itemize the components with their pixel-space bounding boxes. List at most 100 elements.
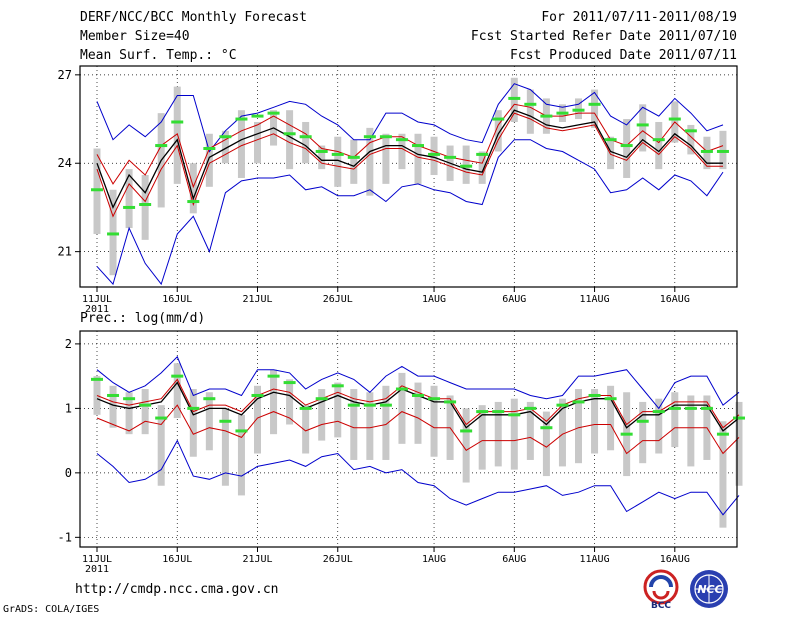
prec-range-box: [510, 398, 518, 470]
temp-range-box: [254, 121, 261, 164]
temp-mean-line: [96, 109, 723, 210]
temp-xtick-label: 16AUG: [660, 294, 690, 305]
temp-range-box: [221, 130, 229, 164]
prec-frame: [79, 330, 738, 548]
prec-xtick-label: 21JUL: [242, 554, 272, 565]
prec-ytick-label: 0: [65, 466, 72, 480]
prec-max-line: [96, 355, 740, 410]
footer-url[interactable]: http://cmdp.ncc.cma.gov.cn: [75, 582, 279, 597]
prec-range-box: [478, 405, 486, 470]
temp-xtick-label: 16JUL: [162, 294, 192, 305]
temp-range-box: [286, 110, 294, 170]
prec-xtick-label: 6AUG: [502, 554, 526, 565]
prec-range-box: [542, 411, 550, 477]
prec-xtick-label: 26JUL: [323, 554, 353, 565]
start-date: Fcst Started Refer Date 2011/07/10: [470, 29, 737, 44]
prec-range-box: [607, 385, 615, 451]
ncc-logo-text: NCC: [697, 583, 722, 596]
temp-upper-line: [96, 103, 724, 189]
prec-range-box: [591, 389, 599, 454]
prec-range-box: [639, 401, 647, 464]
temp-range-box: [302, 121, 310, 164]
forecast-period: For 2011/07/11-2011/08/19: [541, 10, 737, 25]
temp-range-box: [205, 133, 213, 187]
prec-range-box: [671, 392, 679, 448]
prec-range-box: [735, 401, 743, 486]
prec-range-box: [93, 376, 101, 415]
temp-range-box: [687, 124, 695, 155]
prec-range-box: [141, 389, 149, 435]
temp-xtick-label: 11JUL: [82, 294, 112, 305]
temp-ytick-label: 21: [58, 245, 72, 259]
prec-range-box: [173, 363, 181, 419]
temp-range-box: [494, 110, 502, 152]
temp-ytick-label: 24: [58, 156, 72, 170]
prec-range-box: [221, 408, 229, 486]
prec-ytick-label: 2: [65, 337, 72, 351]
prec-lower-line: [96, 404, 740, 455]
temp-range-box: [382, 133, 390, 184]
prec-range-box: [382, 385, 390, 460]
prec-range-box: [350, 389, 358, 460]
prec-min-line: [96, 439, 740, 516]
prec-range-box: [526, 401, 534, 460]
temp-frame: [79, 65, 738, 288]
precip-label: Prec.: log(mm/d): [80, 311, 205, 326]
prec-range-box: [575, 389, 582, 464]
temp-range-box: [237, 110, 245, 178]
prec-range-box: [558, 398, 566, 467]
member-size: Member Size=40: [80, 29, 190, 44]
temp-range-box: [334, 136, 342, 187]
temp-range-box: [350, 139, 358, 184]
produced-date: Fcst Produced Date 2011/07/11: [510, 48, 737, 63]
prec-xtick-label: 16AUG: [660, 554, 690, 565]
temp-xtick-label: 1AUG: [422, 294, 446, 305]
temp-range-box: [398, 133, 406, 170]
prec-range-box: [462, 408, 470, 483]
temp-range-box: [623, 119, 631, 178]
temp-year-label: 2011: [85, 304, 109, 315]
prec-range-box: [430, 385, 438, 457]
temp-range-box: [639, 104, 647, 152]
prec-range-box: [687, 395, 695, 467]
temp-range-box: [318, 145, 326, 170]
temp-range-box: [526, 89, 534, 134]
bcc-logo: BCC: [640, 568, 682, 611]
temp-range-box: [141, 175, 149, 240]
prec-range-box: [318, 389, 326, 441]
prec-range-box: [205, 392, 213, 451]
bcc-logo-text: BCC: [651, 601, 671, 610]
prec-range-box: [302, 405, 310, 454]
temp-lower-line: [96, 112, 723, 218]
prec-range-box: [655, 398, 663, 454]
prec-range-box: [254, 385, 261, 454]
prec-range-box: [719, 421, 727, 528]
prec-range-box: [125, 392, 133, 435]
prec-range-box: [334, 382, 342, 438]
temp-xtick-label: 21JUL: [242, 294, 272, 305]
prec-range-box: [270, 369, 278, 435]
prec-range-box: [109, 385, 117, 428]
prec-range-box: [398, 372, 406, 444]
prec-range-box: [157, 405, 165, 486]
prec-range-box: [494, 401, 502, 467]
prec-range-box: [366, 392, 374, 460]
temp-xtick-label: 26JUL: [323, 294, 353, 305]
temp-range-box: [591, 89, 599, 128]
prec-xtick-label: 11AUG: [579, 554, 609, 565]
prec-ytick-label: 1: [65, 401, 72, 415]
prec-range-box: [189, 389, 197, 457]
chart-title: DERF/NCC/BCC Monthly Forecast: [80, 10, 307, 25]
prec-xtick-label: 1AUG: [422, 554, 446, 565]
temp-range-box: [125, 169, 133, 229]
grads-credit: GrADS: COLA/IGES: [3, 604, 100, 615]
variable-label: Mean Surf. Temp.: °C: [80, 48, 237, 63]
prec-range-box: [414, 382, 422, 444]
temp-range-box: [366, 127, 374, 196]
temp-range-box: [655, 121, 663, 170]
ncc-logo: NCC: [686, 568, 732, 610]
prec-range-box: [286, 379, 294, 425]
